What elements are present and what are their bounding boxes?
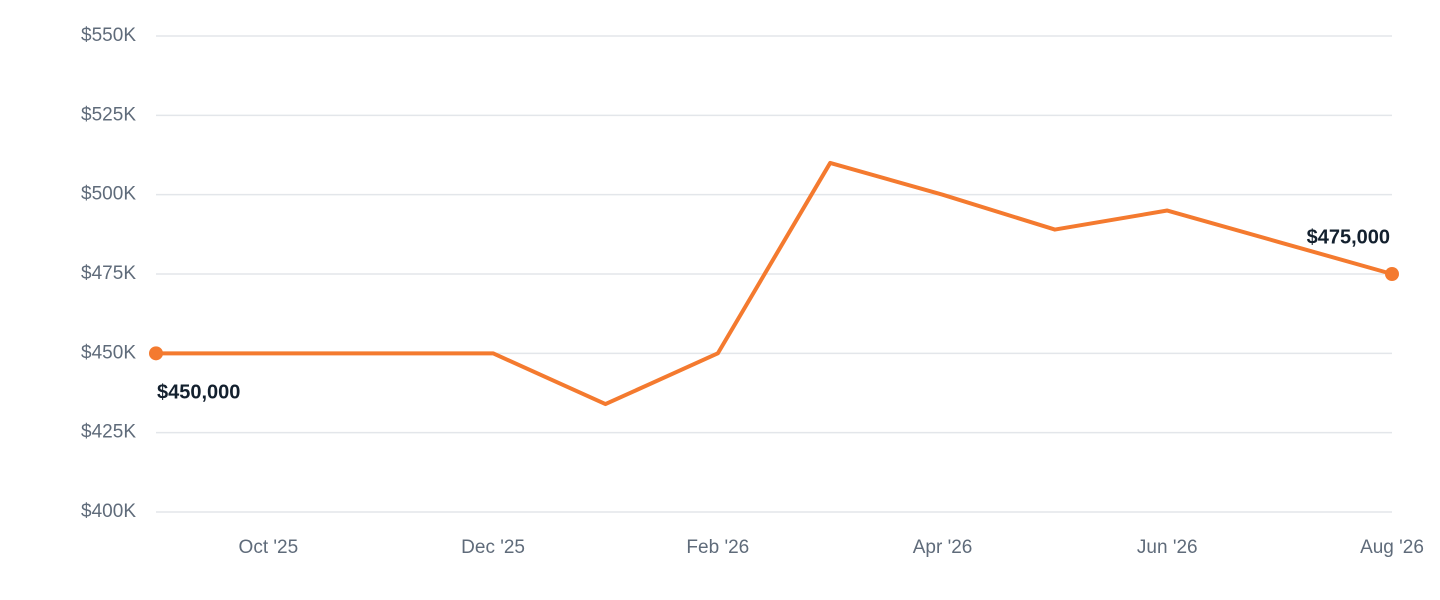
x-tick-label: Oct '25: [239, 537, 299, 558]
y-tick-label: $425K: [81, 422, 136, 443]
y-tick-label: $550K: [81, 25, 136, 46]
y-tick-label: $475K: [81, 263, 136, 284]
value-label: $450,000: [157, 382, 240, 404]
line: [156, 160, 1393, 407]
y-tick-label: $450K: [81, 342, 136, 363]
y-tick-label: $525K: [81, 104, 136, 125]
y-tick-label: $400K: [81, 501, 136, 522]
value-label: $475,000: [1307, 226, 1390, 248]
x-tick-label: Dec '25: [461, 537, 525, 558]
x-tick-label: Feb '26: [686, 537, 749, 558]
x-tick-label: Apr '26: [913, 537, 973, 558]
x-tick-label: Jun '26: [1137, 537, 1198, 558]
y-tick-label: $500K: [81, 184, 136, 205]
point-marker: [149, 346, 163, 361]
x-tick-label: Aug '26: [1360, 537, 1424, 558]
point-marker: [1385, 267, 1399, 281]
